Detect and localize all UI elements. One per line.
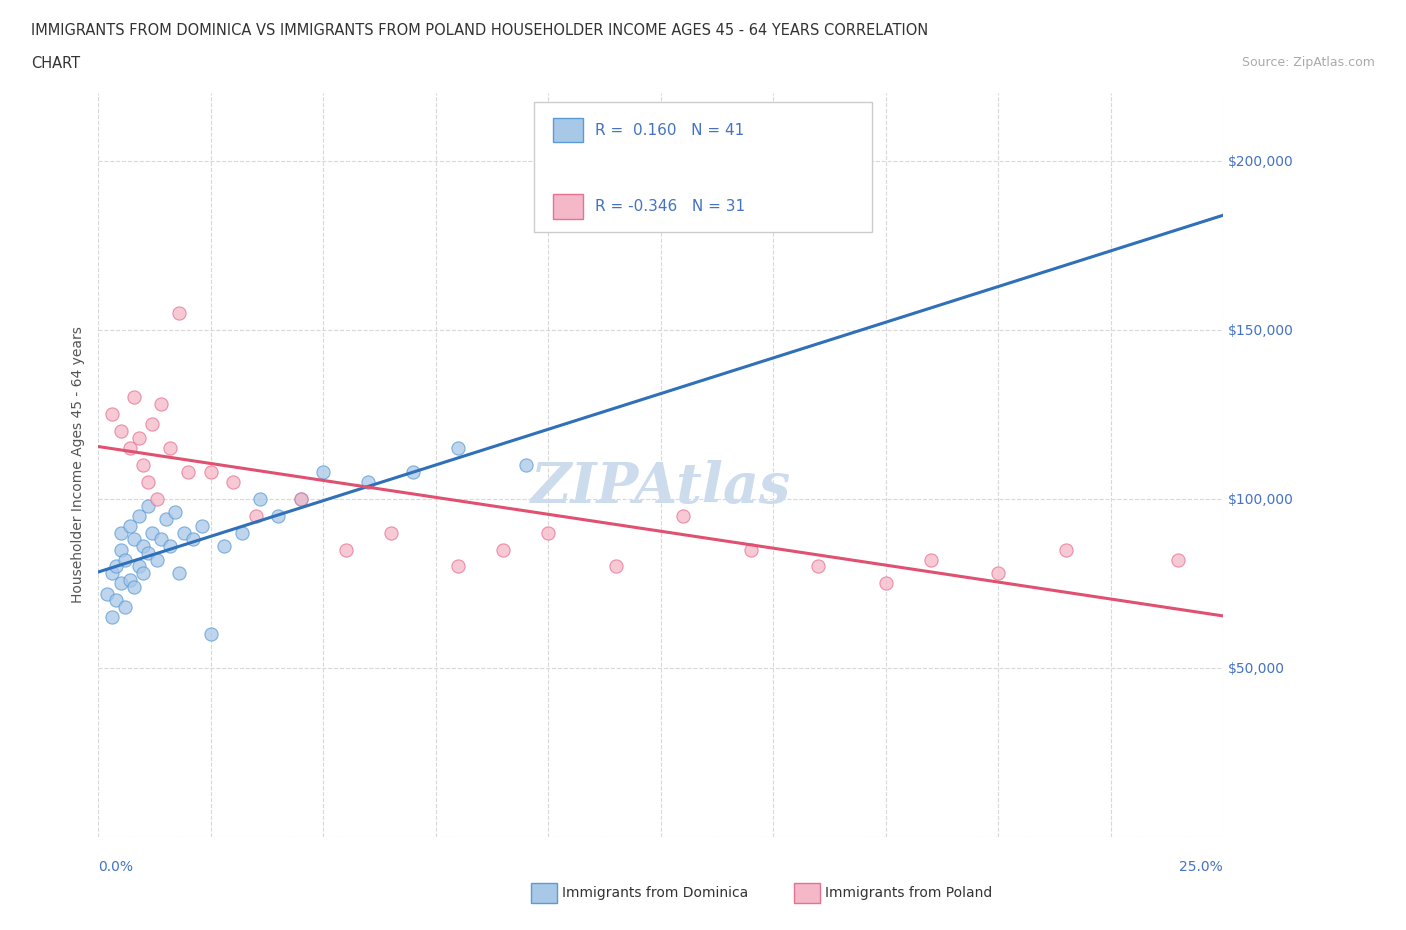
Point	[447, 441, 470, 456]
Point	[231, 525, 253, 540]
Text: Immigrants from Dominica: Immigrants from Dominica	[562, 885, 748, 900]
Point	[249, 491, 271, 506]
Point	[447, 559, 470, 574]
Text: 25.0%: 25.0%	[1180, 860, 1223, 874]
Point	[200, 627, 222, 642]
Point	[118, 441, 141, 456]
Point	[110, 424, 132, 439]
Point	[146, 491, 169, 506]
Point	[136, 546, 159, 561]
Point	[132, 565, 155, 580]
Point	[181, 532, 204, 547]
Point	[169, 305, 191, 320]
Point	[987, 565, 1010, 580]
Point	[118, 518, 141, 533]
Point	[267, 509, 290, 524]
Point	[672, 509, 695, 524]
Point	[380, 525, 402, 540]
Point	[124, 390, 146, 405]
Point	[101, 565, 124, 580]
Point	[740, 542, 762, 557]
Point	[312, 464, 335, 479]
Point	[110, 525, 132, 540]
Point	[105, 559, 128, 574]
Point	[141, 525, 163, 540]
Point	[335, 542, 357, 557]
Text: IMMIGRANTS FROM DOMINICA VS IMMIGRANTS FROM POLAND HOUSEHOLDER INCOME AGES 45 - : IMMIGRANTS FROM DOMINICA VS IMMIGRANTS F…	[31, 23, 928, 38]
Point	[118, 573, 141, 588]
Point	[169, 565, 191, 580]
Point	[132, 538, 155, 553]
Point	[114, 552, 136, 567]
Point	[875, 576, 897, 591]
Point	[245, 509, 267, 524]
Point	[105, 592, 128, 607]
Point	[1054, 542, 1077, 557]
Point	[110, 542, 132, 557]
Point	[101, 610, 124, 625]
Point	[163, 505, 186, 520]
Point	[357, 474, 380, 489]
Point	[146, 552, 169, 567]
Point	[124, 532, 146, 547]
Point	[132, 458, 155, 472]
Text: Source: ZipAtlas.com: Source: ZipAtlas.com	[1241, 56, 1375, 69]
Point	[141, 417, 163, 432]
Point	[128, 509, 150, 524]
Point	[402, 464, 425, 479]
Point	[290, 491, 312, 506]
Point	[159, 441, 181, 456]
Point	[101, 406, 124, 421]
Point	[150, 532, 173, 547]
Point	[110, 576, 132, 591]
Point	[128, 559, 150, 574]
Point	[177, 464, 200, 479]
Point	[155, 512, 177, 526]
Y-axis label: Householder Income Ages 45 - 64 years: Householder Income Ages 45 - 64 years	[72, 326, 86, 604]
Point	[200, 464, 222, 479]
Point	[114, 600, 136, 615]
Point	[222, 474, 245, 489]
Point	[136, 474, 159, 489]
Text: R =  0.160   N = 41: R = 0.160 N = 41	[595, 123, 744, 138]
Text: 0.0%: 0.0%	[98, 860, 134, 874]
Point	[191, 518, 214, 533]
Point	[492, 542, 515, 557]
Point	[96, 586, 118, 601]
Text: CHART: CHART	[31, 56, 80, 71]
Point	[214, 538, 236, 553]
Text: ZIPAtlas: ZIPAtlas	[530, 459, 792, 515]
Point	[159, 538, 181, 553]
Text: Immigrants from Poland: Immigrants from Poland	[825, 885, 993, 900]
Point	[515, 458, 537, 472]
Text: R = -0.346   N = 31: R = -0.346 N = 31	[595, 199, 745, 214]
Point	[124, 579, 146, 594]
Point	[605, 559, 627, 574]
Point	[920, 552, 942, 567]
Point	[136, 498, 159, 513]
Point	[1167, 552, 1189, 567]
Point	[128, 431, 150, 445]
Point	[290, 491, 312, 506]
Point	[537, 525, 560, 540]
Point	[807, 559, 830, 574]
Point	[150, 397, 173, 412]
Point	[173, 525, 195, 540]
